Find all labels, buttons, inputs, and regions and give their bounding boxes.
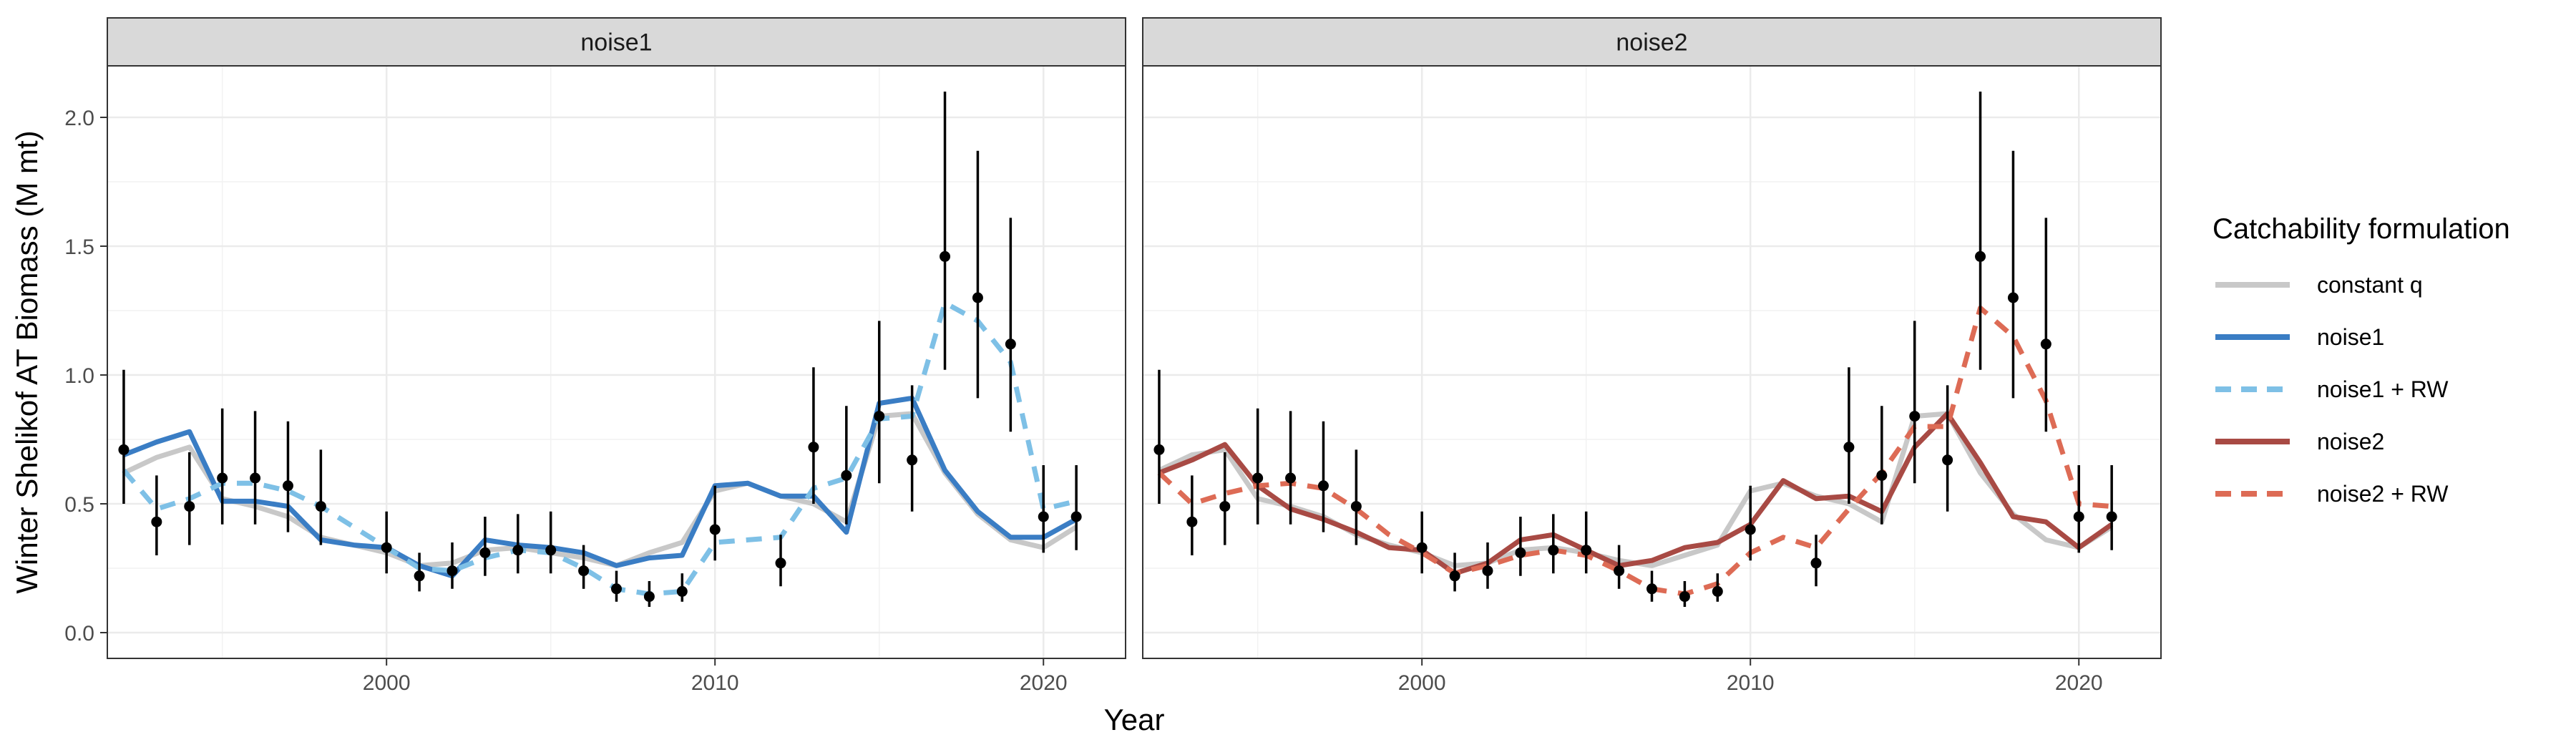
observation-point	[1038, 511, 1049, 522]
legend-label: noise2	[2317, 429, 2384, 454]
x-tick-label: 2000	[1398, 671, 1446, 695]
observation-point	[151, 516, 162, 527]
observation-point	[578, 565, 590, 577]
observation-point	[1745, 524, 1756, 535]
facet-strip-label: noise2	[1616, 29, 1687, 57]
observation-point	[414, 570, 425, 582]
observation-point	[940, 250, 951, 262]
y-tick-label: 2.0	[64, 107, 94, 130]
observation-point	[1070, 511, 1082, 522]
observation-point	[1005, 338, 1016, 350]
observation-point	[447, 565, 458, 577]
observation-point	[1153, 444, 1165, 455]
legend-label: noise1 + RW	[2317, 376, 2449, 402]
observation-point	[545, 545, 557, 556]
observation-point	[841, 469, 852, 481]
observation-point	[250, 472, 261, 484]
x-tick-label: 2000	[363, 671, 411, 695]
y-tick-label: 1.0	[64, 364, 94, 388]
panel-background	[107, 66, 1126, 658]
observation-point	[1942, 454, 1953, 466]
observation-point	[1909, 411, 1921, 422]
observation-point	[512, 545, 524, 556]
observation-point	[874, 411, 885, 422]
y-tick-label: 1.5	[64, 235, 94, 259]
panel-background	[1143, 66, 2161, 658]
observation-point	[217, 472, 228, 484]
observation-point	[315, 501, 326, 512]
observation-point	[2040, 338, 2051, 350]
observation-point	[1285, 472, 1297, 484]
legend-title: Catchability formulation	[2212, 213, 2510, 245]
series-line-noise1-rw	[122, 300, 1077, 597]
facet-strip	[1142, 17, 2162, 67]
observation-point	[1252, 472, 1264, 484]
legend-label: constant q	[2317, 272, 2423, 298]
facet-strip	[107, 17, 1126, 67]
observation-point	[184, 501, 195, 512]
observation-point	[1449, 570, 1460, 582]
observation-point	[1975, 250, 1986, 262]
observation-point	[118, 444, 130, 455]
series-line-noise2	[1158, 411, 2114, 576]
observation-point	[775, 557, 786, 569]
observation-point	[1515, 547, 1526, 558]
facet-panel-noise2: noise2 2000 2010 2020	[1142, 17, 2162, 695]
observation-point	[1317, 480, 1329, 492]
observation-point	[676, 585, 688, 597]
series-line-noise1	[122, 395, 1078, 579]
facet-strip-label: noise1	[580, 29, 652, 57]
observation-point	[282, 480, 293, 492]
observation-point	[2007, 292, 2019, 303]
observation-point	[1219, 501, 1231, 512]
legend-label: noise2 + RW	[2317, 481, 2449, 507]
observation-point	[1482, 565, 1493, 577]
observation-point	[1614, 565, 1625, 577]
observation-point	[1712, 585, 1723, 597]
observation-point	[1581, 545, 1592, 556]
panel-border	[107, 65, 1126, 659]
facet-panel-noise1: noise1 2000 2010 2020 0.0 0.5 1.0 1.5 2.0	[64, 17, 1126, 695]
observation-point	[381, 542, 392, 553]
y-tick-label: 0.5	[64, 493, 94, 517]
observation-point	[1350, 501, 1362, 512]
observation-point	[479, 547, 491, 558]
observation-point	[907, 454, 918, 466]
observation-point	[1548, 545, 1559, 556]
x-tick-label: 2020	[2055, 671, 2103, 695]
panel-border	[1142, 65, 2162, 659]
observation-point	[643, 591, 655, 603]
observation-point	[1843, 442, 1855, 453]
observation-point	[972, 292, 983, 303]
observation-point	[1679, 591, 1690, 603]
legend: constant q noise1 noise1 + RW noise2 noise2 …	[2215, 272, 2449, 507]
y-tick-label: 0.0	[64, 622, 94, 646]
x-tick-label: 2010	[691, 671, 739, 695]
observation-point	[2106, 511, 2117, 522]
observation-point	[1810, 557, 1822, 569]
observation-point	[1416, 542, 1428, 553]
observation-point	[1646, 583, 1657, 595]
observation-point	[1186, 516, 1198, 527]
observation-point	[1876, 469, 1888, 481]
x-tick-label: 2020	[1020, 671, 1068, 695]
x-tick-label: 2010	[1727, 671, 1775, 695]
observation-point	[709, 524, 721, 535]
series-line-noise2-rw	[1157, 305, 2112, 597]
observation-point	[611, 583, 622, 595]
observation-point	[808, 442, 819, 453]
x-axis-title: Year	[1104, 703, 1165, 736]
legend-label: noise1	[2317, 324, 2384, 350]
y-axis-title: Winter Shelikof AT Biomass (M mt)	[10, 130, 44, 593]
observation-point	[2073, 511, 2084, 522]
